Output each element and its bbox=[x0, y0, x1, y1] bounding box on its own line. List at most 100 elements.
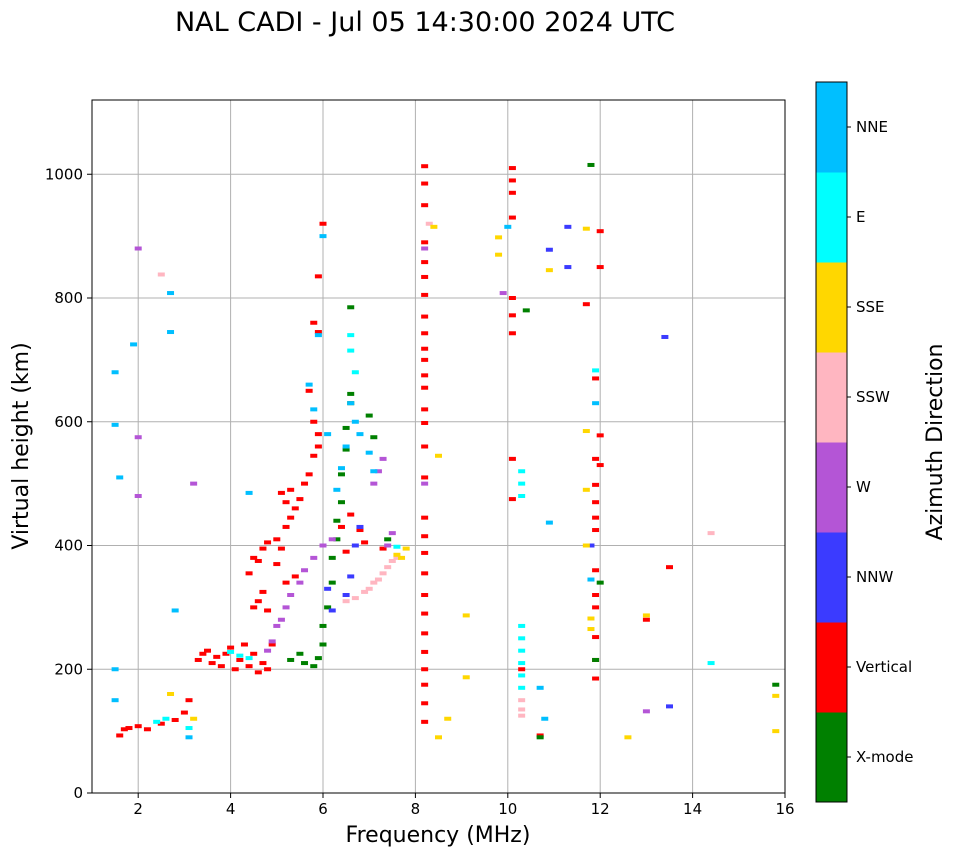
echo-point bbox=[518, 713, 526, 718]
y-tick-label: 400 bbox=[54, 537, 83, 555]
echo-point bbox=[421, 203, 429, 208]
echo-point bbox=[421, 292, 429, 297]
echo-point bbox=[301, 481, 309, 486]
echo-point bbox=[351, 419, 359, 424]
echo-point bbox=[772, 729, 780, 734]
echo-point bbox=[545, 247, 553, 252]
echo-point bbox=[305, 472, 313, 477]
echo-point bbox=[227, 649, 235, 654]
echo-point bbox=[328, 555, 336, 560]
echo-point bbox=[319, 623, 327, 628]
echo-point bbox=[351, 596, 359, 601]
echo-point bbox=[421, 682, 429, 687]
echo-point bbox=[462, 613, 470, 618]
echo-point bbox=[245, 656, 253, 661]
echo-point bbox=[462, 675, 470, 680]
echo-point bbox=[421, 385, 429, 390]
series-vertical bbox=[116, 164, 673, 738]
echo-point bbox=[277, 617, 285, 622]
echo-point bbox=[259, 546, 267, 551]
echo-point bbox=[116, 733, 124, 738]
echo-point bbox=[421, 667, 429, 672]
echo-point bbox=[518, 648, 526, 653]
echo-point bbox=[245, 664, 253, 669]
echo-point bbox=[582, 429, 590, 434]
echo-point bbox=[204, 648, 211, 653]
echo-point bbox=[642, 617, 650, 622]
series-ssw bbox=[157, 221, 715, 718]
echo-point bbox=[351, 370, 359, 375]
echo-point bbox=[208, 661, 216, 666]
echo-point bbox=[264, 608, 272, 613]
echo-point bbox=[264, 648, 272, 653]
echo-point bbox=[277, 546, 285, 551]
echo-point bbox=[347, 512, 355, 517]
echo-point bbox=[518, 623, 526, 628]
echo-point bbox=[421, 550, 429, 555]
echo-point bbox=[328, 608, 336, 613]
echo-point bbox=[508, 456, 516, 461]
echo-point bbox=[250, 651, 258, 656]
colorbar-tick-label: E bbox=[856, 208, 865, 226]
echo-point bbox=[314, 432, 322, 437]
echo-point bbox=[587, 162, 595, 167]
echo-points bbox=[111, 162, 780, 740]
echo-point bbox=[421, 631, 429, 636]
x-axis-ticks: 2 4 6 8 10 12 14 16 bbox=[133, 793, 795, 818]
echo-point bbox=[291, 574, 299, 579]
echo-point bbox=[421, 534, 429, 539]
echo-point bbox=[314, 274, 322, 279]
echo-point bbox=[545, 520, 553, 525]
echo-point bbox=[564, 265, 572, 270]
series-sse bbox=[167, 224, 780, 740]
echo-point bbox=[287, 657, 295, 662]
x-tick-label: 2 bbox=[133, 800, 143, 818]
echo-point bbox=[592, 456, 600, 461]
echo-point bbox=[319, 234, 327, 239]
echo-point bbox=[592, 676, 600, 681]
echo-point bbox=[157, 721, 165, 726]
echo-point bbox=[508, 178, 516, 183]
echo-point bbox=[324, 586, 332, 591]
echo-point bbox=[236, 653, 244, 658]
echo-point bbox=[333, 537, 341, 542]
echo-point bbox=[384, 565, 392, 570]
series-nne bbox=[111, 224, 600, 740]
echo-point bbox=[421, 444, 429, 449]
colorbar-tick-label: NNE bbox=[856, 118, 888, 136]
echo-point bbox=[296, 580, 304, 585]
echo-point bbox=[167, 291, 175, 296]
echo-point bbox=[236, 657, 244, 662]
echo-point bbox=[370, 469, 378, 474]
echo-point bbox=[596, 580, 604, 585]
echo-point bbox=[518, 685, 526, 690]
echo-point bbox=[421, 331, 429, 336]
echo-point bbox=[333, 487, 341, 492]
echo-point bbox=[259, 589, 267, 594]
echo-point bbox=[190, 716, 198, 721]
echo-point bbox=[282, 605, 290, 610]
echo-point bbox=[642, 613, 650, 618]
echo-point bbox=[421, 481, 429, 486]
colorbar-segment bbox=[816, 622, 847, 713]
echo-point bbox=[282, 500, 290, 505]
y-tick-label: 600 bbox=[54, 413, 83, 431]
echo-point bbox=[116, 475, 124, 480]
echo-point bbox=[421, 407, 429, 412]
echo-point bbox=[310, 664, 318, 669]
echo-point bbox=[111, 698, 119, 703]
echo-point bbox=[421, 314, 429, 319]
grid-lines bbox=[92, 100, 786, 794]
echo-point bbox=[592, 376, 600, 381]
echo-point bbox=[587, 616, 595, 621]
colorbar-frame bbox=[815, 81, 848, 803]
echo-point bbox=[421, 260, 429, 265]
x-tick-label: 16 bbox=[775, 800, 794, 818]
echo-point bbox=[508, 497, 516, 502]
echo-point bbox=[661, 334, 669, 339]
echo-point bbox=[268, 639, 276, 644]
echo-point bbox=[495, 235, 503, 240]
echo-point bbox=[296, 497, 304, 502]
echo-point bbox=[291, 506, 299, 511]
